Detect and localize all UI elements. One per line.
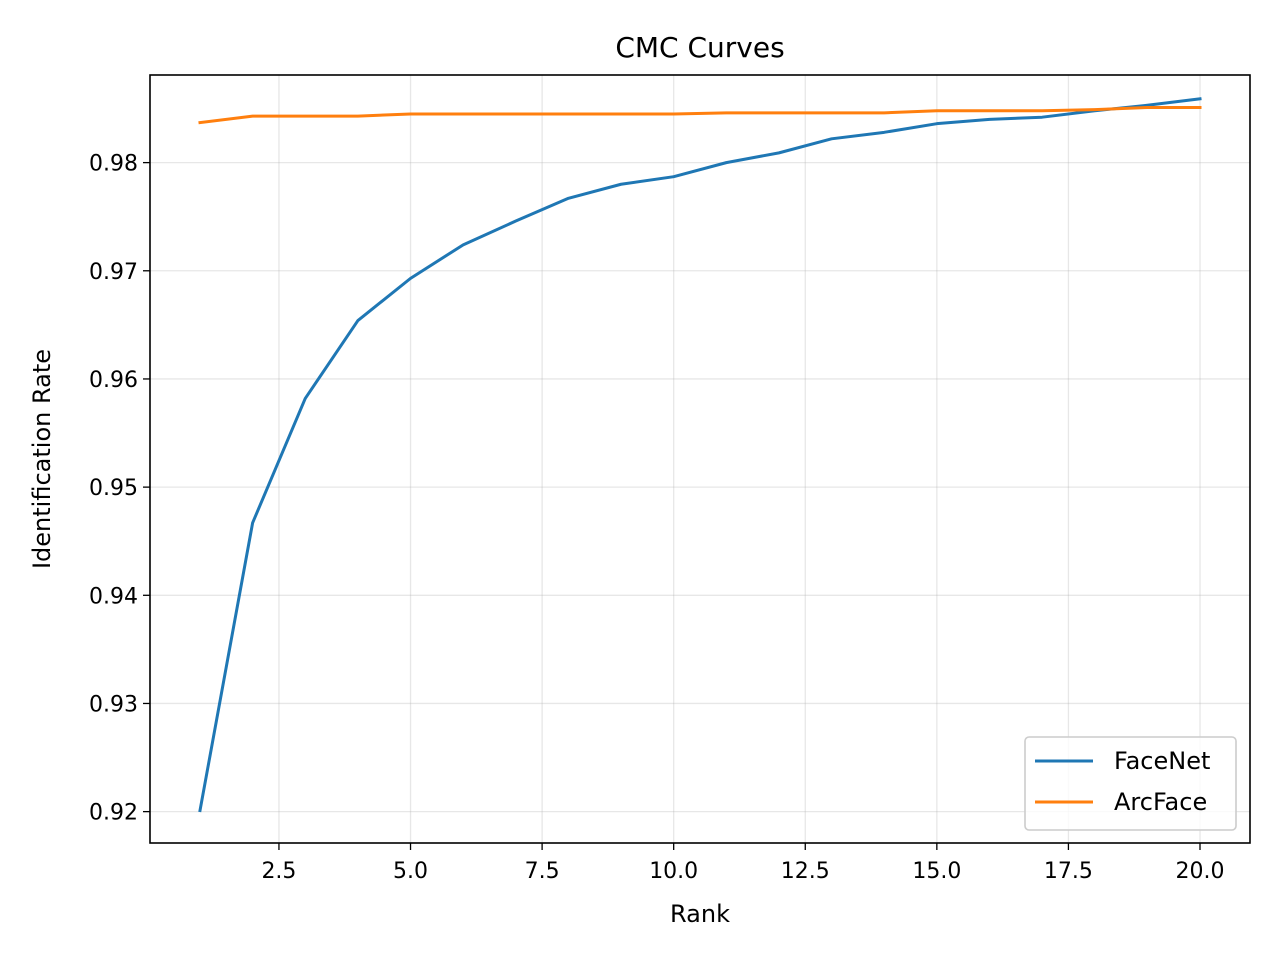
x-tick-label: 2.5 (261, 859, 296, 884)
series-line-facenet (198, 97, 1202, 813)
x-axis-label: Rank (670, 900, 730, 928)
x-tick-label: 7.5 (525, 859, 560, 884)
y-tick-label: 0.92 (89, 801, 138, 826)
x-tick-label: 10.0 (649, 859, 698, 884)
series-lines (198, 97, 1202, 813)
y-tick-label: 0.94 (89, 584, 138, 609)
plot-area-frame (149, 74, 1251, 844)
x-tick-label: 17.5 (1044, 859, 1093, 884)
series-line-arcface (198, 105, 1202, 125)
y-axis-label: Identification Rate (28, 349, 56, 569)
x-tick-label: 5.0 (393, 859, 428, 884)
chart-title: CMC Curves (615, 31, 784, 64)
legend: FaceNet ArcFace (1024, 736, 1237, 831)
x-tick-label: 15.0 (912, 859, 961, 884)
y-axis-ticks: 0.92 0.93 0.94 0.95 0.96 0.97 0.98 (89, 152, 150, 826)
x-axis-ticks: 2.5 5.0 7.5 10.0 12.5 15.0 17.5 20.0 (261, 843, 1224, 884)
y-tick-label: 0.95 (89, 476, 138, 501)
grid-lines (150, 75, 1250, 843)
y-tick-label: 0.97 (89, 260, 138, 285)
legend-label-arcface: ArcFace (1114, 788, 1207, 816)
y-tick-label: 0.93 (89, 692, 138, 717)
x-tick-label: 12.5 (781, 859, 830, 884)
y-tick-label: 0.96 (89, 368, 138, 393)
x-tick-label: 20.0 (1176, 859, 1225, 884)
y-tick-label: 0.98 (89, 152, 138, 177)
legend-label-facenet: FaceNet (1114, 747, 1210, 775)
